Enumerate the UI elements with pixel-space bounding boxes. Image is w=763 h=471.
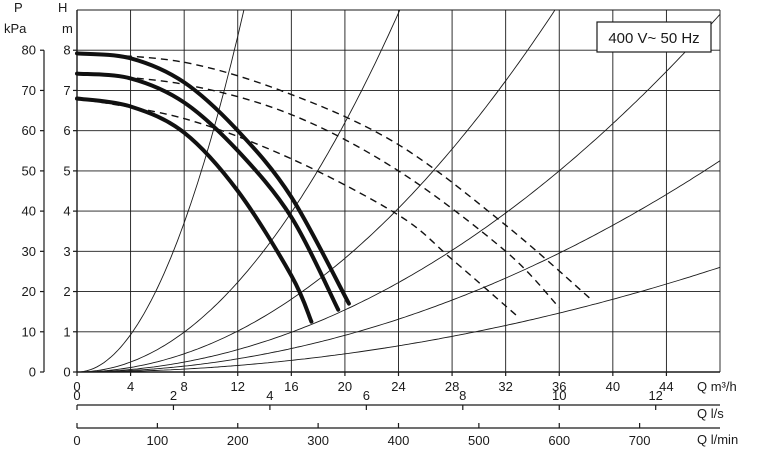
pressure-tick-label: 10 — [22, 324, 36, 339]
flow-m3h-tick-label: 28 — [445, 379, 459, 394]
chart-labels: P kPa H m Q m³/h Q l/s Q l/min — [4, 0, 738, 447]
pressure-tick-label: 60 — [22, 123, 36, 138]
flow-lmin-tick-label: 600 — [548, 433, 570, 448]
flow-m3h-tick-label: 32 — [498, 379, 512, 394]
flow-lmin-axis-label: Q l/min — [697, 432, 738, 447]
pump-curve-dashed-line — [76, 97, 520, 319]
head-tick-label: 7 — [63, 83, 70, 98]
flow-ls-tick-label: 6 — [363, 388, 370, 403]
pressure-unit-label: kPa — [4, 21, 27, 36]
head-axis-label: H — [58, 0, 67, 15]
pump-curve-dashed-line — [76, 52, 592, 301]
flow-lmin-tick-label: 700 — [629, 433, 651, 448]
pressure-tick-label: 30 — [22, 244, 36, 259]
flow-m3h-tick-label: 12 — [231, 379, 245, 394]
flow-lmin-tick-label: 400 — [388, 433, 410, 448]
flow-ls-tick-label: 4 — [266, 388, 273, 403]
system-curve-line — [77, 9, 556, 373]
flow-m3h-tick-label: 20 — [338, 379, 352, 394]
pump-curve-line — [75, 71, 341, 312]
pump-curves — [75, 51, 592, 324]
flow-m3h-tick-label: 36 — [552, 379, 566, 394]
head-tick-label: 0 — [63, 365, 70, 380]
pressure-tick-label: 20 — [22, 284, 36, 299]
flow-lmin-tick-label: 200 — [227, 433, 249, 448]
flow-lmin-tick-label: 500 — [468, 433, 490, 448]
pump-curve-line — [75, 51, 351, 306]
pump-curve-dashed-line — [76, 72, 560, 309]
flow-m3h-tick-label: 24 — [391, 379, 405, 394]
flow-m3h-tick-label: 16 — [284, 379, 298, 394]
pump-curve-line — [75, 96, 314, 324]
pressure-tick-label: 70 — [22, 83, 36, 98]
flow-m3h-tick-label: 8 — [181, 379, 188, 394]
flow-ls-tick-label: 10 — [552, 388, 566, 403]
system-curve-line — [77, 266, 721, 373]
flow-ls-tick-label: 2 — [170, 388, 177, 403]
flow-lmin-tick-label: 300 — [307, 433, 329, 448]
flow-m3h-tick-label: 0 — [73, 379, 80, 394]
flow-ls-tick-label: 8 — [459, 388, 466, 403]
pressure-tick-label: 0 — [29, 365, 36, 380]
flow-lmin-tick-label: 0 — [73, 433, 80, 448]
flow-ls-tick-label: 0 — [73, 388, 80, 403]
system-curve-line — [77, 160, 721, 373]
flow-ls-axis-label: Q l/s — [697, 406, 724, 421]
head-tick-label: 1 — [63, 324, 70, 339]
head-tick-label: 5 — [63, 163, 70, 178]
flow-m3h-tick-label: 44 — [659, 379, 673, 394]
chart-grid — [76, 9, 721, 373]
head-tick-label: 4 — [63, 204, 70, 219]
flow-ls-tick-label: 12 — [648, 388, 662, 403]
pressure-axis-label: P — [14, 0, 23, 15]
supply-voltage-box: 400 V~ 50 Hz — [596, 21, 712, 53]
head-unit-label: m — [62, 21, 73, 36]
head-tick-label: 6 — [63, 123, 70, 138]
head-tick-label: 8 — [63, 43, 70, 58]
flow-m3h-tick-label: 40 — [606, 379, 620, 394]
flow-m3h-tick-label: 4 — [127, 379, 134, 394]
supply-voltage-label: 400 V~ 50 Hz — [608, 30, 699, 47]
pressure-tick-label: 80 — [22, 43, 36, 58]
pressure-tick-label: 50 — [22, 163, 36, 178]
head-tick-label: 3 — [63, 244, 70, 259]
flow-m3h-axis-label: Q m³/h — [697, 379, 737, 394]
system-curve-line — [76, 9, 245, 373]
head-tick-label: 2 — [63, 284, 70, 299]
system-curve-line — [77, 14, 721, 373]
flow-lmin-tick-label: 100 — [147, 433, 169, 448]
pressure-tick-label: 40 — [22, 204, 36, 219]
